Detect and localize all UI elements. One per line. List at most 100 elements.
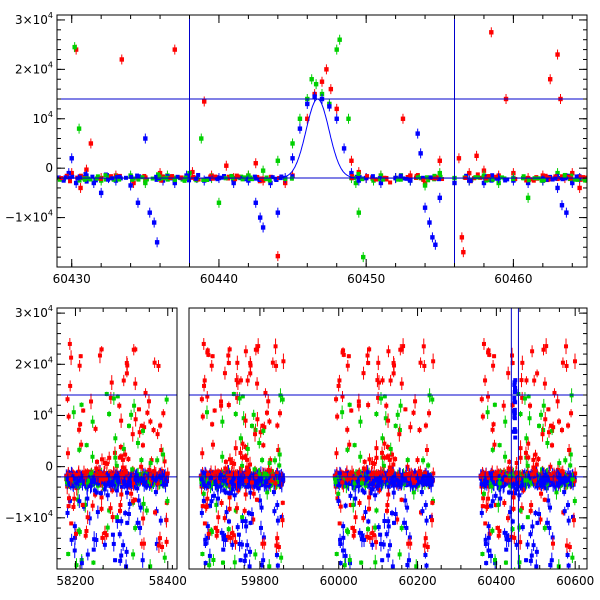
data-point bbox=[247, 564, 252, 569]
data-point bbox=[196, 172, 201, 177]
data-point bbox=[235, 380, 240, 385]
data-point bbox=[248, 520, 253, 525]
data-point bbox=[221, 478, 226, 483]
data-point bbox=[366, 527, 371, 532]
data-point bbox=[360, 177, 365, 182]
data-point bbox=[265, 490, 270, 495]
data-point bbox=[203, 537, 208, 542]
data-point bbox=[98, 491, 103, 496]
data-point bbox=[148, 461, 153, 466]
data-point bbox=[231, 391, 236, 396]
data-point bbox=[231, 180, 236, 186]
data-point bbox=[384, 177, 389, 182]
data-point bbox=[250, 177, 255, 182]
data-point bbox=[67, 481, 72, 486]
data-point bbox=[207, 176, 212, 181]
top-panel: 60430 60440 60450 60460 −1×104 0 104 2×104 3×104 bbox=[5, 11, 588, 286]
data-point bbox=[135, 486, 140, 491]
data-point bbox=[172, 180, 177, 186]
data-point bbox=[218, 483, 223, 488]
data-point bbox=[272, 509, 277, 514]
data-point bbox=[253, 161, 258, 166]
data-point bbox=[72, 44, 77, 50]
data-point bbox=[229, 473, 234, 478]
data-point bbox=[433, 242, 438, 247]
data-point bbox=[141, 477, 146, 482]
data-point bbox=[214, 574, 218, 578]
data-point bbox=[426, 463, 431, 468]
data-point bbox=[395, 517, 400, 522]
data-point bbox=[526, 178, 531, 183]
data-point bbox=[102, 461, 107, 466]
data-point bbox=[151, 428, 156, 433]
data-point bbox=[422, 183, 428, 188]
data-point bbox=[138, 505, 143, 510]
data-point bbox=[467, 170, 472, 176]
data-point bbox=[276, 448, 281, 453]
data-point bbox=[277, 463, 282, 468]
data-point bbox=[202, 99, 207, 104]
data-point bbox=[489, 30, 494, 35]
data-point bbox=[126, 511, 131, 516]
data-point bbox=[437, 177, 442, 182]
data-point bbox=[84, 167, 89, 172]
data-point bbox=[237, 541, 242, 546]
data-point bbox=[224, 479, 229, 484]
data-point bbox=[260, 458, 265, 463]
data-point bbox=[210, 354, 215, 359]
data-point bbox=[223, 490, 228, 495]
data-point bbox=[407, 175, 412, 180]
data-point bbox=[78, 422, 83, 427]
data-point bbox=[378, 173, 384, 178]
data-point bbox=[114, 488, 119, 493]
data-point bbox=[263, 471, 268, 476]
data-point bbox=[199, 480, 204, 485]
x-tick-label: 60440 bbox=[200, 272, 238, 286]
data-point bbox=[243, 445, 248, 450]
data-point bbox=[89, 399, 94, 404]
data-point bbox=[123, 511, 128, 516]
data-point bbox=[376, 525, 381, 530]
data-point bbox=[172, 178, 177, 183]
data-point bbox=[251, 473, 256, 478]
data-point bbox=[382, 455, 387, 460]
data-point bbox=[236, 174, 241, 179]
data-point bbox=[68, 179, 73, 184]
data-point bbox=[65, 510, 70, 515]
data-point bbox=[313, 81, 319, 87]
data-point bbox=[199, 397, 204, 402]
data-point bbox=[92, 537, 97, 542]
data-point bbox=[264, 410, 269, 415]
data-point bbox=[77, 529, 82, 534]
data-point bbox=[397, 428, 402, 433]
data-point bbox=[334, 47, 339, 52]
data-point bbox=[233, 412, 238, 417]
data-point bbox=[273, 481, 278, 486]
data-point bbox=[253, 176, 258, 181]
data-point bbox=[165, 498, 170, 503]
data-point bbox=[145, 479, 150, 484]
data-point bbox=[124, 361, 129, 366]
data-point bbox=[104, 391, 109, 396]
data-point bbox=[110, 532, 115, 537]
data-point bbox=[246, 482, 251, 487]
data-point bbox=[121, 543, 126, 548]
data-point bbox=[238, 450, 243, 455]
data-point bbox=[253, 432, 258, 437]
data-point bbox=[67, 498, 72, 503]
data-point bbox=[68, 383, 73, 388]
data-point bbox=[494, 174, 499, 179]
data-point bbox=[544, 175, 549, 180]
data-point bbox=[240, 394, 245, 399]
data-point bbox=[123, 470, 128, 475]
data-point bbox=[74, 563, 79, 568]
data-point bbox=[215, 484, 220, 489]
data-point bbox=[374, 540, 379, 545]
data-point bbox=[539, 178, 544, 183]
data-point bbox=[245, 378, 250, 383]
data-point bbox=[376, 177, 381, 182]
data-point bbox=[222, 488, 227, 493]
data-point bbox=[245, 446, 250, 451]
data-point bbox=[216, 469, 221, 474]
